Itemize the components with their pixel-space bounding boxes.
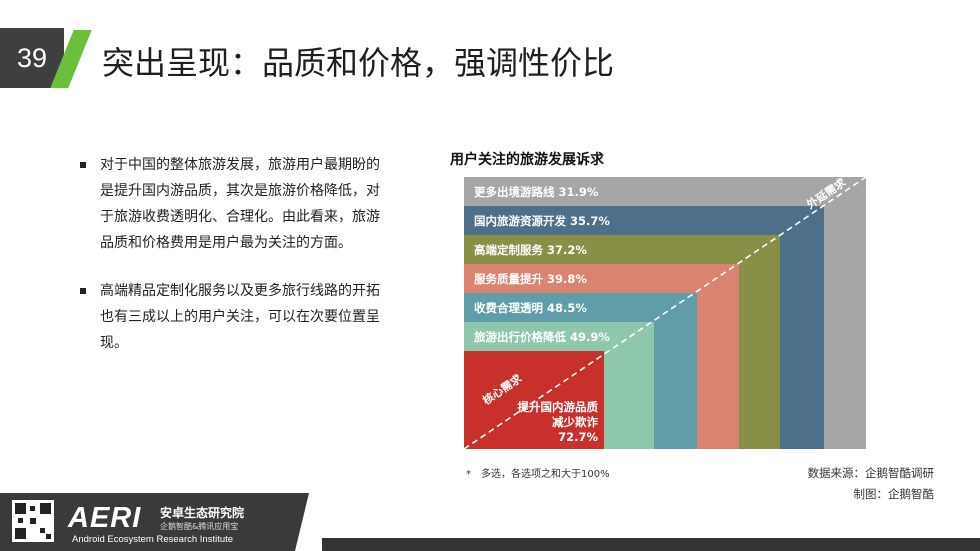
core-label: 提升国内游品质 [518,400,599,414]
bar-label: 收费合理透明 48.5% [474,301,587,315]
page-title: 突出呈现：品质和价格，强调性价比 [102,44,615,82]
source-line: 数据来源：企鹅智酷调研 [807,466,935,480]
core-label: 72.7% [558,430,598,444]
bar-label: 国内旅游资源开发 35.7% [474,214,610,228]
bullet-list: 对于中国的整体旅游发展，旅游用户最期盼的是提升国内游品质，其次是旅游价格降低，对… [76,152,386,378]
bullet-item: 对于中国的整体旅游发展，旅游用户最期盼的是提升国内游品质，其次是旅游价格降低，对… [76,152,386,256]
core-label: 减少欺诈 [552,415,598,429]
org-english-name: Android Ecosystem Research Institute [72,534,234,545]
footer-band-tail [295,493,309,551]
bar-label: 服务质量提升 39.8% [474,272,587,286]
nested-bar-chart: 更多出境游路线 31.9% 国内旅游资源开发 35.7% 高端定制服务 37.2% 服… [464,177,866,449]
bullet-item: 高端精品定制化服务以及更多旅行线路的开拓也有三成以上的用户关注，可以在次要位置呈… [76,278,386,356]
qr-code-icon [12,500,54,542]
bar-block [464,351,604,449]
diagonal-divider [464,177,866,449]
org-subtitle: 企鹅智酷&腾讯应用宝 [160,522,239,531]
bar-label: 高端定制服务 37.2% [474,243,587,257]
source-line: 制图：企鹅智酷 [853,487,935,501]
bar-label: 旅游出行价格降低 49.9% [474,330,610,344]
chart-footnote: * 多选，各选项之和大于100% [466,469,610,480]
org-name: 安卓生态研究院 [160,506,245,520]
footer-line [322,538,980,551]
chart-title: 用户关注的旅游发展诉求 [450,152,604,168]
data-source: 数据来源：企鹅智酷调研 制图：企鹅智酷 [808,463,935,505]
slide-number: 39 [0,28,64,88]
aeri-logo: AERI [68,502,142,534]
bar-label: 更多出境游路线 31.9% [474,185,599,199]
